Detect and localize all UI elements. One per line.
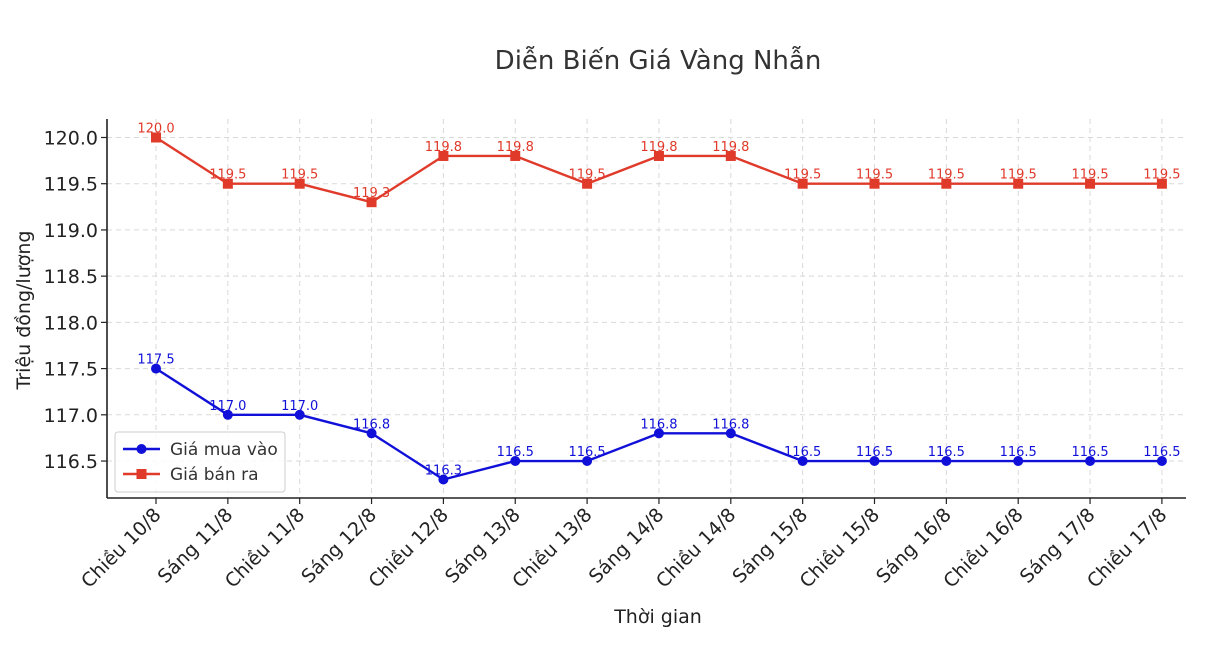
y-tick-label: 116.5 xyxy=(44,451,98,473)
data-point xyxy=(725,428,736,439)
data-label: 119.5 xyxy=(784,168,821,183)
data-point xyxy=(1156,178,1167,189)
y-tick-label: 118.5 xyxy=(44,266,98,288)
legend-marker xyxy=(136,444,147,454)
data-point xyxy=(1085,178,1096,189)
data-label: 119.5 xyxy=(209,168,246,183)
data-point xyxy=(725,150,736,161)
data-label: 117.0 xyxy=(281,399,318,414)
x-axis-title: Thời gian xyxy=(613,606,702,628)
data-point xyxy=(222,409,233,420)
data-label: 116.5 xyxy=(1143,445,1180,460)
data-point xyxy=(941,178,952,189)
data-point xyxy=(582,456,593,467)
data-point xyxy=(510,456,521,467)
chart-title: Diễn Biến Giá Vàng Nhẫn xyxy=(495,45,822,76)
series xyxy=(151,132,1167,485)
data-label: 119.8 xyxy=(712,140,749,155)
data-label: 119.5 xyxy=(281,168,318,183)
x-tick-label: Chiều 10/8 xyxy=(77,504,165,592)
y-tick-label: 117.0 xyxy=(44,405,98,427)
data-label: 116.5 xyxy=(856,445,893,460)
data-label: 117.0 xyxy=(209,399,246,414)
data-label: 116.8 xyxy=(712,417,749,432)
data-point xyxy=(1156,456,1167,467)
data-label: 119.5 xyxy=(856,168,893,183)
data-labels: 117.5 117.0 117.0 116.8 116.3 116.5 116.5 116.8… xyxy=(137,121,1180,478)
data-point xyxy=(869,178,880,189)
data-point xyxy=(151,363,161,374)
y-tick-label: 120.0 xyxy=(44,127,98,149)
y-ticks: 116.5 117.0 117.5 118.0 118.5 119.0 119.5 120.0 xyxy=(44,127,107,473)
data-point xyxy=(438,150,449,161)
data-point xyxy=(366,428,377,439)
legend-marker xyxy=(136,469,147,479)
y-tick-label: 119.5 xyxy=(44,174,98,196)
data-label: 119.3 xyxy=(353,186,390,201)
data-point xyxy=(653,428,664,439)
data-label: 119.5 xyxy=(928,168,965,183)
data-label: 120.0 xyxy=(137,121,174,136)
data-label: 119.5 xyxy=(568,168,605,183)
legend-label: Giá mua vào xyxy=(170,440,278,460)
data-label: 116.5 xyxy=(497,445,534,460)
y-axis-title: Triệu đồng/lượng xyxy=(13,231,35,391)
legend-label: Giá bán ra xyxy=(170,465,259,485)
y-tick-label: 117.5 xyxy=(44,359,98,381)
data-point xyxy=(151,132,161,143)
y-tick-label: 119.0 xyxy=(44,220,98,242)
legend-box xyxy=(114,431,286,493)
data-label: 119.5 xyxy=(1071,168,1108,183)
data-label: 117.5 xyxy=(137,353,174,368)
data-label: 116.5 xyxy=(784,445,821,460)
data-label: 116.5 xyxy=(928,445,965,460)
data-label: 116.5 xyxy=(1071,445,1108,460)
data-label: 116.8 xyxy=(353,417,390,432)
y-tick-label: 118.0 xyxy=(44,312,98,334)
data-label: 119.8 xyxy=(497,140,534,155)
data-point xyxy=(222,178,233,189)
data-point xyxy=(294,409,305,420)
data-point xyxy=(797,178,808,189)
data-label: 116.5 xyxy=(568,445,605,460)
axes xyxy=(106,119,1186,499)
data-point xyxy=(869,456,880,467)
data-label: 119.8 xyxy=(640,140,677,155)
data-point xyxy=(582,178,593,189)
data-point xyxy=(1013,178,1024,189)
data-label: 116.8 xyxy=(640,417,677,432)
data-point xyxy=(1013,456,1024,467)
data-point xyxy=(653,150,664,161)
data-label: 116.5 xyxy=(1000,445,1037,460)
data-point xyxy=(294,178,305,189)
data-point xyxy=(797,456,808,467)
data-label: 119.5 xyxy=(1143,168,1180,183)
data-point xyxy=(1085,456,1096,467)
data-point xyxy=(366,197,377,208)
legend: Giá mua vào Giá bán ra xyxy=(114,431,286,493)
data-label: 119.8 xyxy=(425,140,462,155)
data-point xyxy=(438,474,449,485)
data-point xyxy=(941,456,952,467)
data-label: 119.5 xyxy=(1000,168,1037,183)
data-point xyxy=(510,150,521,161)
data-label: 116.3 xyxy=(425,464,462,479)
